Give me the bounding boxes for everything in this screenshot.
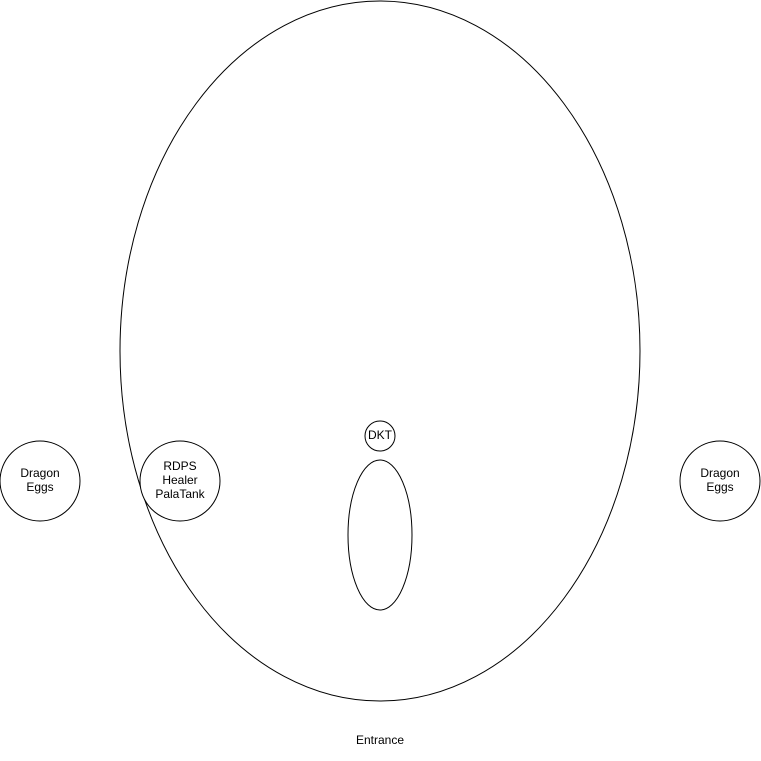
dkt-node: DKT [364,420,396,452]
dkt-label: DKT [368,428,393,442]
entrance-label: Entrance [356,733,404,747]
right-dragon-eggs-line-2: Eggs [706,480,733,494]
raid-group-node: RDPS Healer PalaTank [139,440,221,522]
right-dragon-eggs-circle [679,440,761,522]
left-dragon-eggs-circle [0,440,81,522]
boss-area-ellipse [347,459,413,611]
dkt-circle [364,420,396,452]
right-dragon-eggs-line-1: Dragon [700,466,739,480]
raid-group-line-2: Healer [162,473,197,487]
raid-group-circle [139,440,221,522]
raid-group-line-3: PalaTank [155,487,205,501]
left-dragon-eggs-line-2: Eggs [26,480,53,494]
left-dragon-eggs-node: Dragon Eggs [0,440,81,522]
arena-ellipse [119,0,641,702]
right-dragon-eggs-node: Dragon Eggs [679,440,761,522]
raid-group-line-1: RDPS [163,459,196,473]
left-dragon-eggs-line-1: Dragon [20,466,59,480]
